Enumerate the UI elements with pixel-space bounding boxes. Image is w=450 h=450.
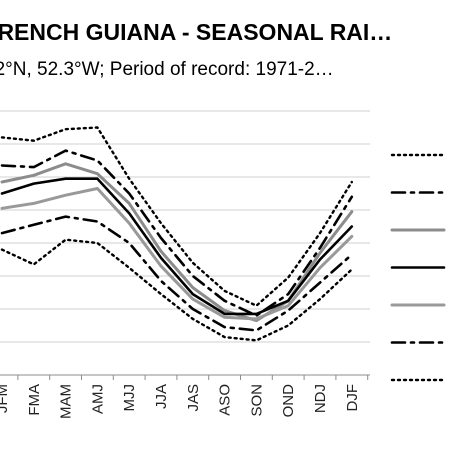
x-tick-label: ASO xyxy=(217,384,234,416)
x-tick-label: JFM xyxy=(0,384,11,413)
chart-subtitle: …ation: 3.2°N, 52.3°W; Period of record:… xyxy=(0,59,334,80)
x-tick-label: AMJ xyxy=(89,384,106,414)
series-line-7 xyxy=(0,238,353,342)
x-tick-label: DJF xyxy=(344,384,361,412)
x-tick-label: SON xyxy=(248,384,265,417)
x-tick-label: MAM xyxy=(58,384,75,419)
x-tick-label: NDJ xyxy=(312,384,329,413)
series-line-3 xyxy=(0,162,354,323)
chart-title: …OPI, FRENCH GUIANA - SEASONAL RAI… xyxy=(0,19,393,45)
series-line-1 xyxy=(0,126,353,307)
series-line-5 xyxy=(0,187,354,321)
series-line-6 xyxy=(0,215,354,332)
x-tick-label: OND xyxy=(280,384,297,418)
x-tick-label: MJJ xyxy=(121,384,138,412)
x-tick-label: JAS xyxy=(185,384,202,412)
x-tick-label: JJA xyxy=(153,384,170,409)
x-tick-label: FMA xyxy=(26,384,43,416)
series-line-2 xyxy=(0,149,354,317)
series-line-4 xyxy=(0,177,354,316)
